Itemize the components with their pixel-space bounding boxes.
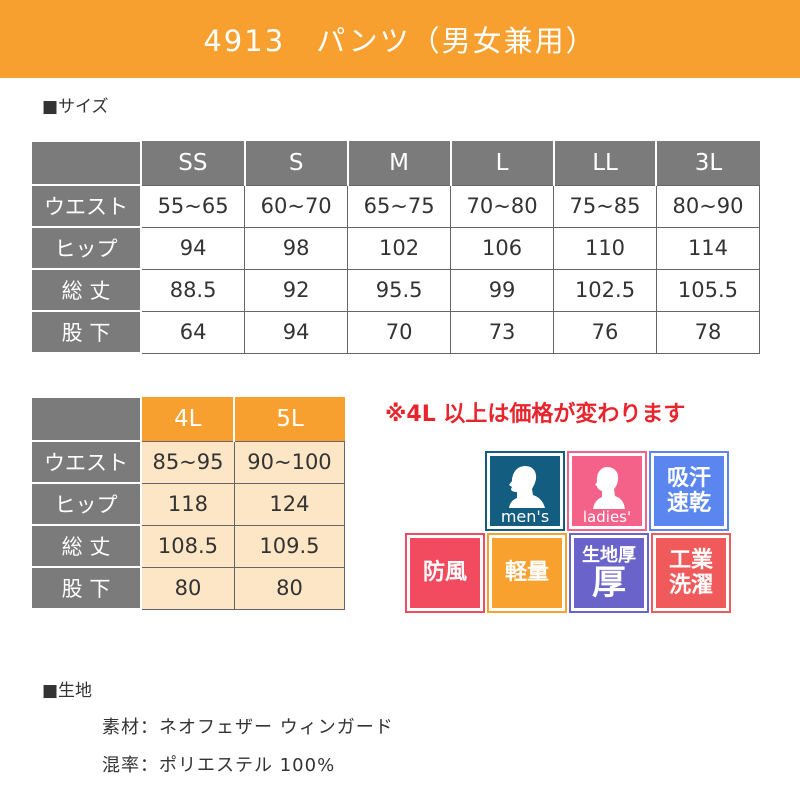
table-row: ウエスト 55~65 60~70 65~75 70~80 75~85 80~90 [30,184,761,228]
corner-cell [30,396,142,442]
row-label: 総 丈 [30,524,142,568]
thick-fabric-badge: 生地厚厚 [569,533,649,613]
page-title: 4913 パンツ（男女兼用） [0,0,800,78]
table-cell: 110 [553,226,657,270]
table-row: 股 下 80 80 [30,566,346,610]
row-label: ヒップ [30,482,142,526]
fabric-section-heading: ■生地 [42,681,93,701]
fabric-blend: 混率：ポリエステル 100% [102,755,336,776]
lightweight-badge: 軽量 [487,533,567,613]
corner-cell [30,140,142,186]
industrial-wash-badge: 工業洗濯 [651,533,731,613]
table-cell: 102 [347,226,452,270]
windproof-badge: 防風 [405,533,485,613]
price-note: ※4L 以上は価格が変わります [385,402,686,427]
table-cell: 70~80 [450,184,555,228]
table-cell: 109.5 [233,524,346,568]
fabric-material: 素材：ネオフェザー ウィンガード [102,717,394,738]
size-table-main: SS S M L LL 3L ウエスト 55~65 60~70 65~75 70~80 75~85 80… [30,140,761,354]
table-cell: 55~65 [140,184,246,228]
mens-label: men's [500,506,550,526]
table-cell: 80 [140,566,235,610]
ladies-badge: ladies' [567,451,647,531]
table-cell: 80~90 [655,184,761,228]
table-cell: 78 [655,310,761,354]
table-cell: 76 [553,310,657,354]
table-cell: 114 [655,226,761,270]
table-cell: 65~75 [347,184,452,228]
sweat-quickdry-badge: 吸汗速乾 [649,451,729,531]
table-cell: 105.5 [655,268,761,312]
ladies-label: ladies' [582,507,632,526]
table-cell: 80 [233,566,346,610]
size-table-large: 4L 5L ウエスト 85~95 90~100 ヒップ 118 124 総 丈 108.5 109.… [30,396,346,610]
table-cell: 99 [450,268,555,312]
table-cell: 94 [244,310,349,354]
table-row: 股 下 64 94 70 73 76 78 [30,310,761,354]
table-row: ヒップ 94 98 102 106 110 114 [30,226,761,270]
mens-badge: men's [485,451,565,531]
size-header: 4L [139,397,235,441]
table-cell: 88.5 [140,268,246,312]
row-label: 股 下 [30,566,142,610]
size-header: 3L [655,141,760,185]
row-label: ウエスト [30,440,142,484]
table-row: ウエスト 85~95 90~100 [30,440,346,484]
table-cell: 90~100 [233,440,346,484]
table-cell: 75~85 [553,184,657,228]
size-header: L [449,141,554,185]
table-cell: 73 [450,310,555,354]
table-cell: 106 [450,226,555,270]
table-cell: 118 [140,482,235,526]
row-label: ヒップ [30,226,142,270]
table-row: ヒップ 118 124 [30,482,346,526]
size-header: S [243,141,348,185]
row-label: 総 丈 [30,268,142,312]
male-silhouette-icon [509,465,545,508]
table-cell: 108.5 [140,524,235,568]
size-header: SS [140,141,245,185]
table-row: 総 丈 88.5 92 95.5 99 102.5 105.5 [30,268,761,312]
size-header: LL [552,141,657,185]
table-cell: 85~95 [140,440,235,484]
row-label: ウエスト [30,184,142,228]
female-silhouette-icon [593,466,625,509]
row-label: 股 下 [30,310,142,354]
table-cell: 70 [347,310,452,354]
size-header: 5L [233,397,345,441]
table-cell: 98 [244,226,349,270]
size-header: M [346,141,451,185]
table-cell: 95.5 [347,268,452,312]
table-cell: 64 [140,310,246,354]
table-cell: 124 [233,482,346,526]
thick-glyph: 厚 [592,563,626,604]
table-cell: 92 [244,268,349,312]
thick-fabric-label: 生地厚 [582,544,636,566]
table-row: 総 丈 108.5 109.5 [30,524,346,568]
size-section-heading: ■サイズ [42,97,109,117]
table-cell: 102.5 [553,268,657,312]
table-cell: 60~70 [244,184,349,228]
table-cell: 94 [140,226,246,270]
